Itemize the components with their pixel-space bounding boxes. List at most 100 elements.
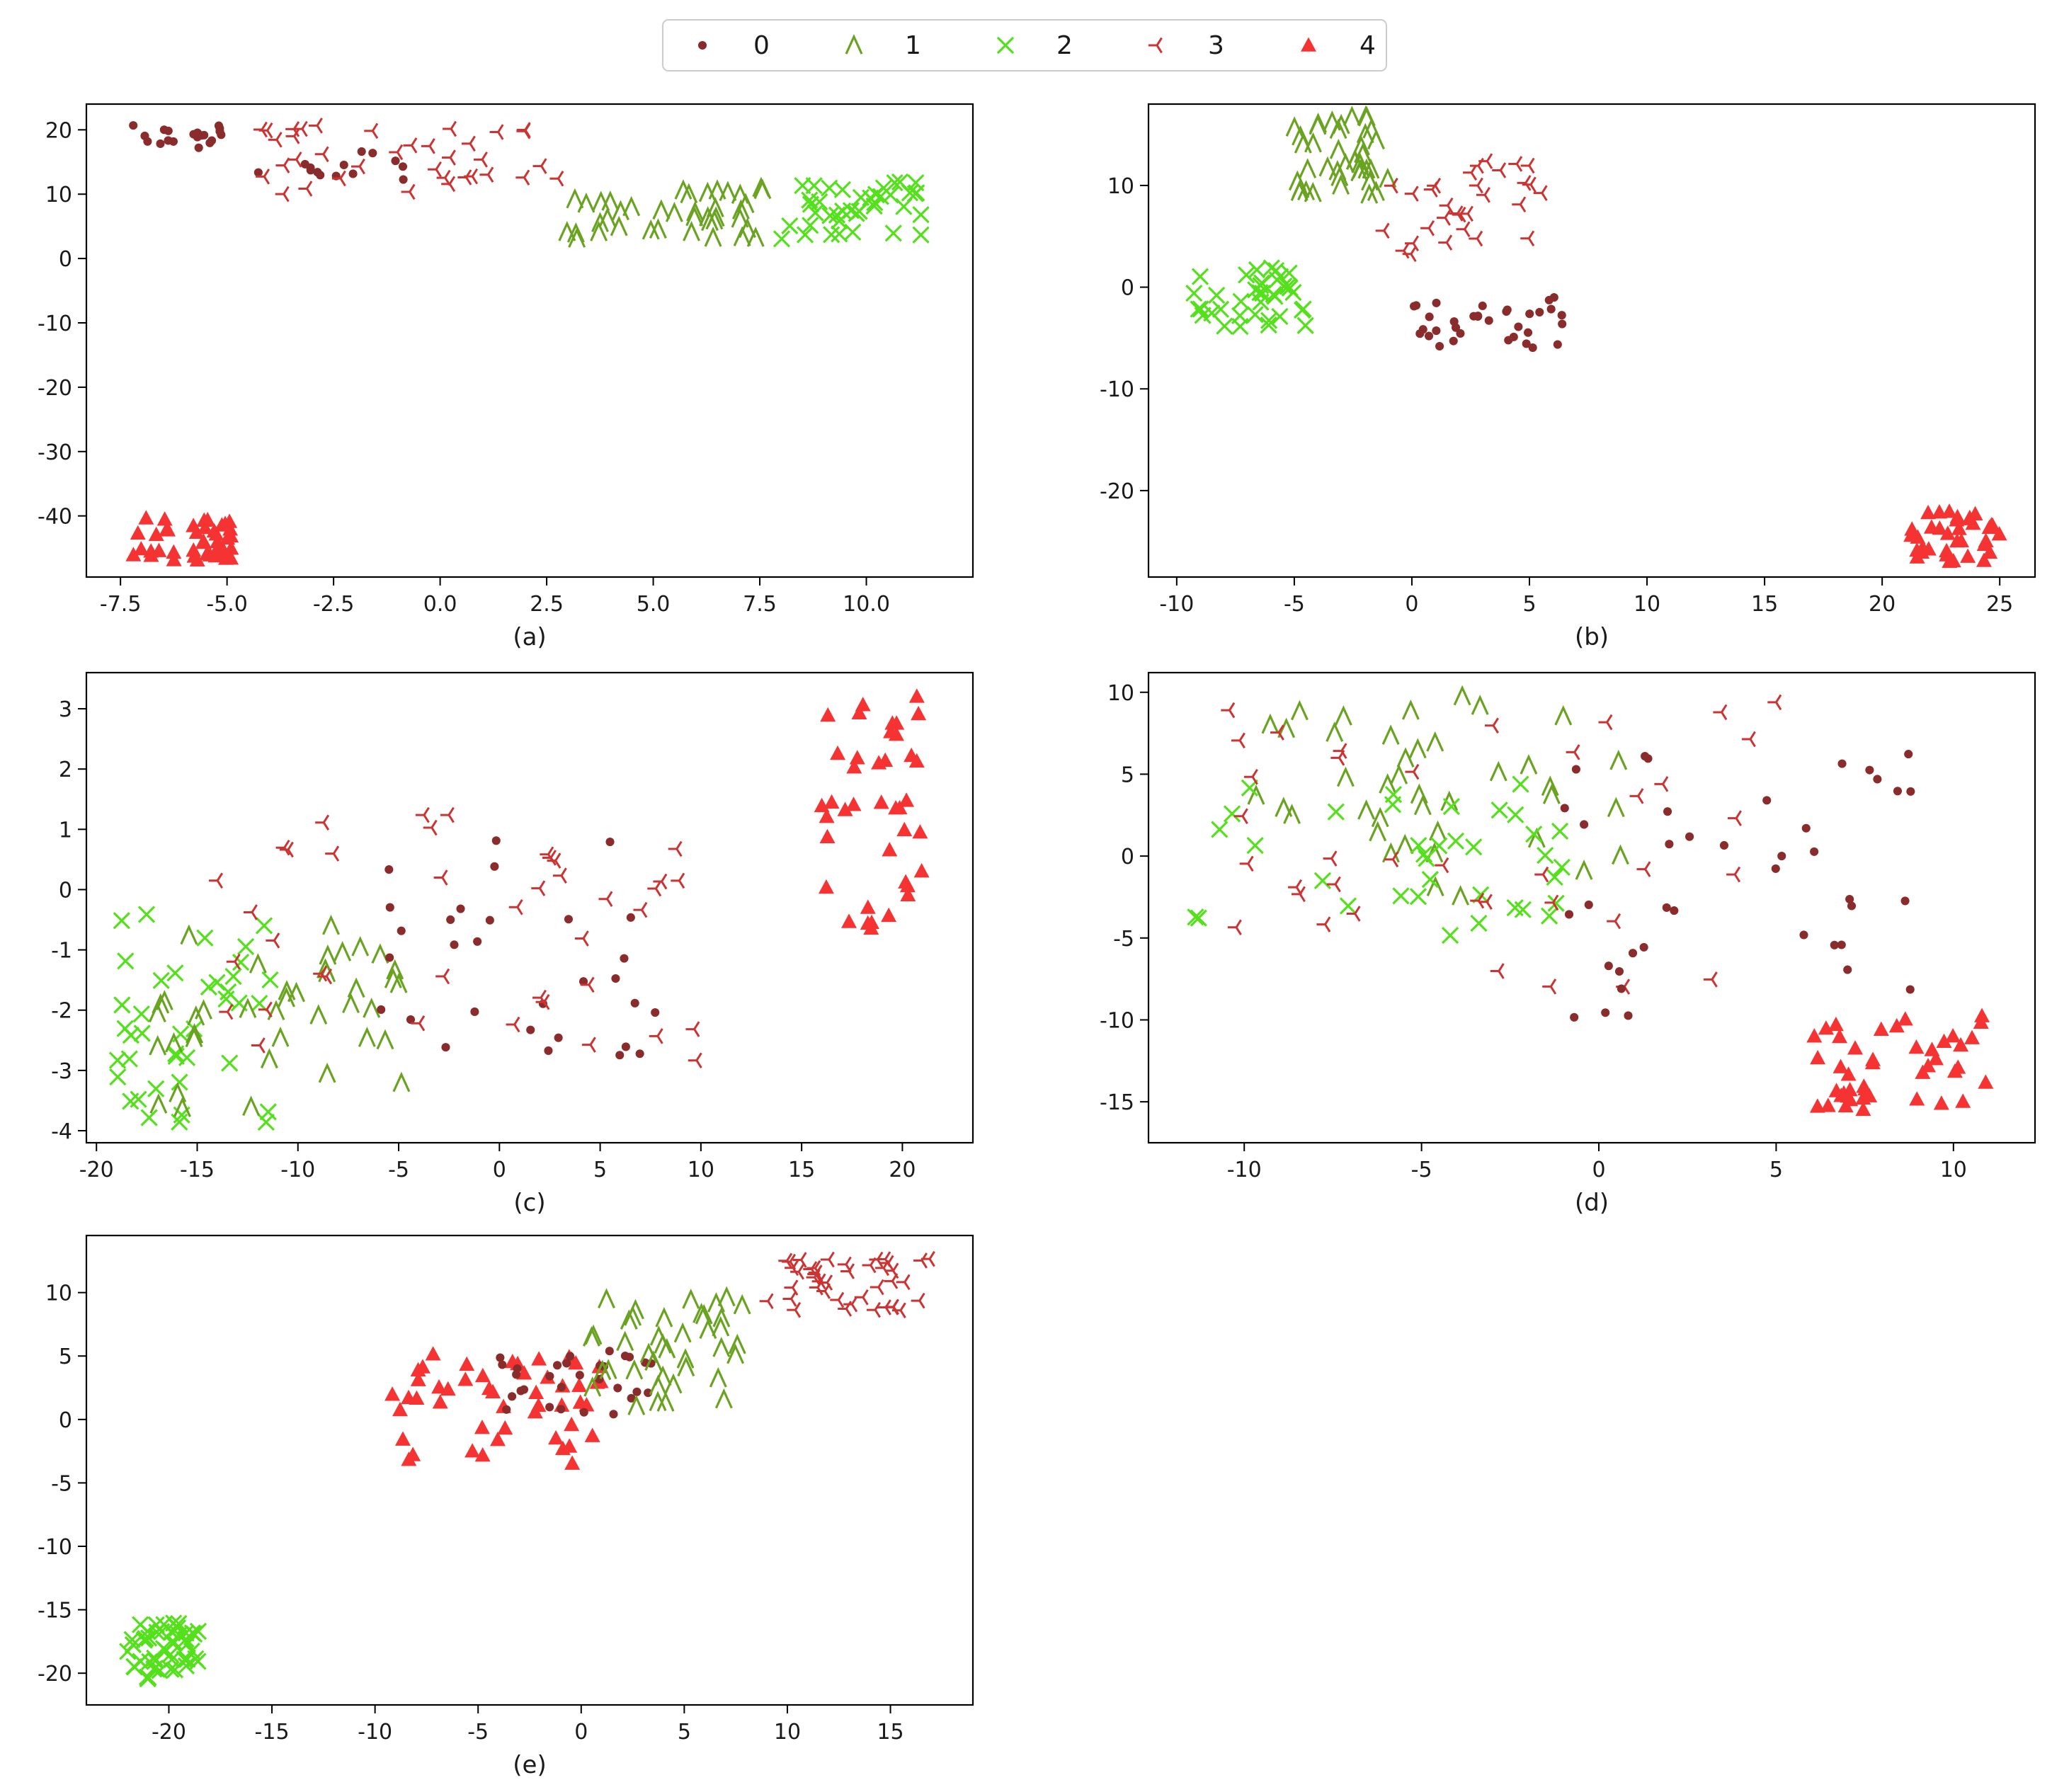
- point-class-1: [686, 200, 705, 222]
- point-class-1: [1575, 860, 1593, 880]
- point-class-2: [163, 1623, 181, 1640]
- point-class-1: [148, 1002, 166, 1023]
- point-class-1: [704, 226, 722, 247]
- point-class-4: [819, 808, 835, 823]
- point-class-4: [1809, 1098, 1825, 1113]
- point-class-1: [1401, 699, 1420, 720]
- point-class-1: [1290, 700, 1309, 721]
- y-tick-label: 0: [59, 247, 72, 272]
- point-class-2: [1246, 306, 1264, 324]
- point-class-0: [485, 915, 494, 925]
- point-class-1: [712, 1316, 730, 1337]
- x-tick-label: 10.0: [843, 592, 890, 617]
- point-class-1: [620, 1309, 638, 1330]
- point-class-1: [1292, 125, 1310, 146]
- point-class-3: [1239, 855, 1254, 872]
- y-tick-label: 10: [1107, 174, 1134, 199]
- legend-marker-class-2: [996, 36, 1015, 55]
- point-class-2: [1537, 846, 1554, 864]
- point-class-2: [781, 217, 799, 235]
- y-tick-label: 0: [59, 1408, 72, 1433]
- point-class-3: [1436, 210, 1451, 226]
- point-class-4: [1964, 1029, 1980, 1044]
- y-tick-label: 0: [1121, 276, 1134, 301]
- point-class-1: [1426, 731, 1444, 752]
- point-class-1: [180, 924, 198, 945]
- point-class-0: [651, 1008, 660, 1017]
- point-class-3: [1654, 776, 1669, 792]
- point-class-2: [1540, 907, 1558, 925]
- point-class-0: [456, 904, 465, 913]
- point-class-0: [406, 1015, 416, 1025]
- point-class-4: [457, 1371, 474, 1386]
- point-class-1: [673, 1322, 692, 1343]
- point-class-4: [527, 1403, 543, 1419]
- point-class-3: [1439, 197, 1454, 214]
- point-class-4: [888, 800, 904, 815]
- point-class-4: [1806, 1028, 1823, 1043]
- point-class-3: [287, 152, 302, 168]
- point-class-3: [787, 1301, 802, 1318]
- point-class-0: [1837, 940, 1846, 949]
- point-class-4: [564, 1455, 581, 1470]
- point-class-2: [1447, 832, 1465, 850]
- point-class-1: [599, 1359, 617, 1380]
- point-class-0: [498, 1360, 507, 1369]
- point-class-0: [1624, 1011, 1633, 1020]
- point-class-2: [1547, 894, 1565, 912]
- scatter-panel-b: -10 -5 0 5 10 15 20 25 -20 -10 0 10 (b): [1100, 103, 2036, 651]
- point-class-0: [630, 998, 639, 1008]
- point-class-2: [1271, 307, 1289, 326]
- point-class-0: [1847, 901, 1857, 911]
- point-class-1: [386, 959, 404, 980]
- point-class-0: [1830, 940, 1839, 949]
- point-class-2: [1248, 261, 1266, 279]
- point-class-1: [649, 218, 667, 239]
- point-class-1: [1357, 158, 1376, 179]
- point-class-0: [189, 130, 198, 139]
- scatter-panel-d: -10 -5 0 5 10 -15 -10 -5 0 5 10 (d): [1100, 671, 2036, 1217]
- point-class-0: [385, 903, 394, 912]
- point-class-1: [322, 914, 340, 935]
- point-class-3: [275, 839, 290, 856]
- legend-box: [662, 19, 1387, 72]
- point-class-3: [308, 118, 323, 134]
- point-class-4: [210, 533, 226, 549]
- point-class-1: [726, 1343, 745, 1364]
- point-class-1: [1426, 876, 1444, 896]
- x-tick-label: -7.5: [100, 592, 142, 617]
- point-class-2: [1192, 300, 1209, 318]
- point-class-3: [423, 819, 438, 836]
- point-class-4: [188, 524, 205, 540]
- point-class-4: [156, 511, 173, 526]
- point-class-4: [568, 1355, 584, 1370]
- point-class-3: [275, 157, 290, 173]
- point-class-3: [1476, 187, 1490, 203]
- point-class-1: [1607, 797, 1625, 818]
- point-class-2: [1418, 850, 1435, 867]
- point-class-2: [200, 978, 217, 996]
- x-tick-label: -10: [280, 1158, 315, 1182]
- y-tick-label: -4: [51, 1119, 72, 1144]
- point-class-1: [1352, 135, 1370, 156]
- point-class-4: [1820, 1097, 1836, 1112]
- x-tick-label: 0: [1405, 592, 1418, 617]
- point-class-4: [564, 1416, 580, 1432]
- point-class-4: [823, 794, 840, 809]
- point-class-1: [169, 1082, 187, 1103]
- point-class-1: [1429, 820, 1447, 841]
- point-class-2: [166, 964, 184, 982]
- point-class-4: [1953, 532, 1969, 548]
- panel-caption-e: (e): [513, 1751, 546, 1779]
- panel-caption-c: (c): [513, 1189, 545, 1217]
- point-class-0: [1425, 312, 1434, 321]
- point-class-1: [598, 1288, 615, 1309]
- point-class-1: [271, 1027, 290, 1047]
- point-class-2: [122, 1092, 139, 1110]
- point-class-4: [197, 520, 213, 535]
- point-class-1: [1367, 181, 1385, 201]
- point-class-0: [544, 1046, 553, 1055]
- point-class-4: [138, 510, 154, 525]
- point-class-3: [1330, 750, 1345, 766]
- point-class-2: [1203, 304, 1221, 322]
